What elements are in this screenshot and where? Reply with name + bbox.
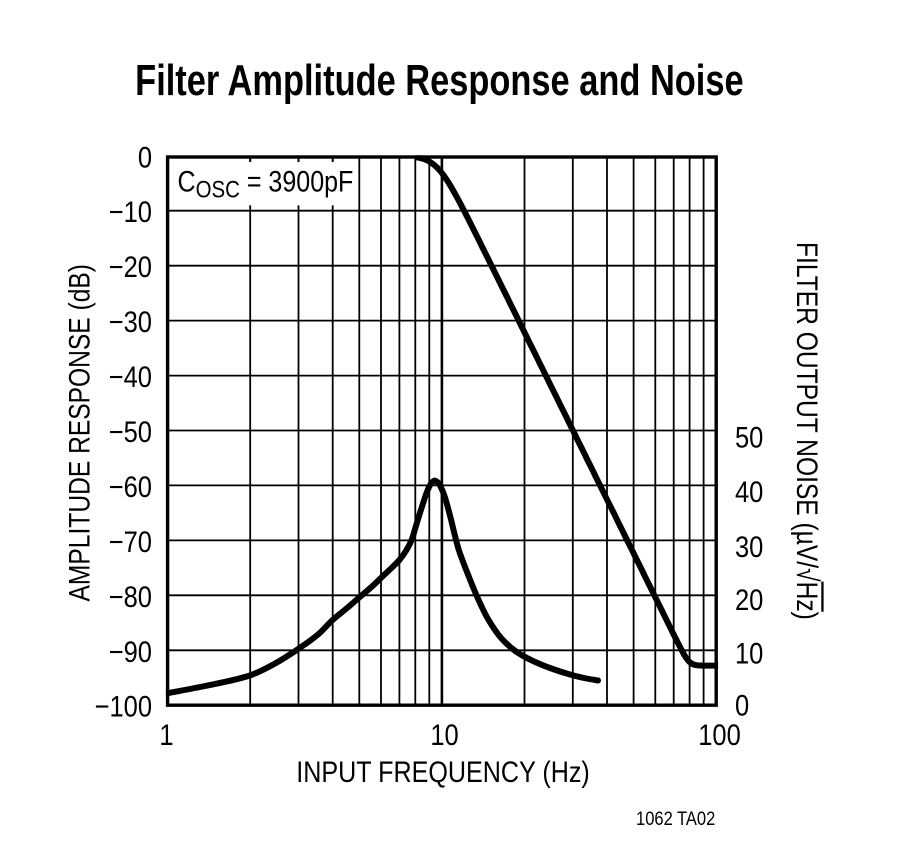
svg-text:−100: −100 bbox=[95, 690, 152, 723]
svg-text:20: 20 bbox=[735, 583, 763, 616]
svg-text:1062 TA02: 1062 TA02 bbox=[636, 808, 715, 829]
svg-text:−50: −50 bbox=[109, 415, 152, 448]
svg-text:10: 10 bbox=[735, 637, 763, 670]
svg-text:−40: −40 bbox=[109, 360, 152, 393]
svg-text:0: 0 bbox=[138, 140, 152, 173]
svg-text:−60: −60 bbox=[109, 470, 152, 503]
svg-text:−20: −20 bbox=[109, 250, 152, 283]
svg-text:FILTER OUTPUT NOISE (µV/√Hz): FILTER OUTPUT NOISE (µV/√Hz) bbox=[790, 242, 824, 620]
svg-text:−80: −80 bbox=[109, 580, 152, 613]
svg-text:−10: −10 bbox=[109, 195, 152, 228]
svg-text:10: 10 bbox=[430, 718, 458, 751]
svg-text:30: 30 bbox=[735, 530, 763, 563]
svg-text:Filter Amplitude Response and: Filter Amplitude Response and Noise bbox=[135, 56, 743, 105]
svg-text:INPUT FREQUENCY (Hz): INPUT FREQUENCY (Hz) bbox=[296, 755, 590, 789]
svg-text:1: 1 bbox=[159, 718, 173, 751]
svg-text:AMPLITUDE RESPONSE (dB): AMPLITUDE RESPONSE (dB) bbox=[62, 264, 96, 602]
svg-text:−90: −90 bbox=[109, 635, 152, 668]
svg-text:40: 40 bbox=[735, 475, 763, 508]
svg-text:0: 0 bbox=[735, 689, 749, 722]
svg-text:100: 100 bbox=[698, 718, 741, 751]
svg-text:−70: −70 bbox=[109, 525, 152, 558]
svg-text:50: 50 bbox=[735, 421, 763, 454]
svg-text:−30: −30 bbox=[109, 305, 152, 338]
